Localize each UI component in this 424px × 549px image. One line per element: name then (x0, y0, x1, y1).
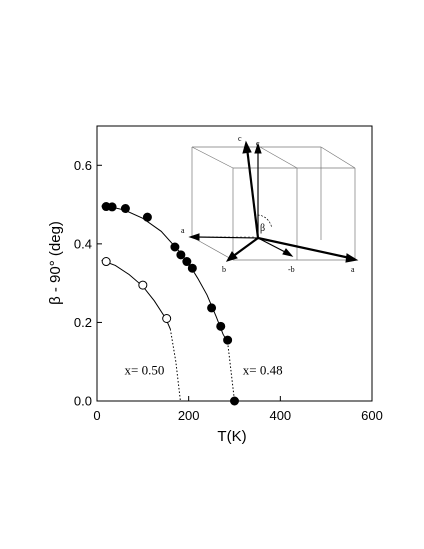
data-point-x048 (176, 250, 186, 260)
inset-axis-arrows (188, 140, 359, 263)
inset-label-beta: β (260, 223, 265, 234)
inset-label-b: b (222, 265, 226, 274)
x-tick-label: 200 (178, 408, 200, 423)
c-prime-arrow-head (254, 142, 262, 154)
data-point-x048 (182, 257, 192, 267)
data-point-x050 (162, 314, 172, 323)
b-arrow-head (225, 251, 238, 262)
b-arrow (231, 237, 259, 258)
fit-curves (101, 205, 235, 402)
data-point-x050 (101, 257, 111, 267)
data-point-x048 (187, 263, 197, 273)
x-tick-label: 600 (361, 408, 383, 423)
fit-line-x050 (101, 259, 171, 330)
y-tick-label: 0.0 (74, 394, 92, 409)
extrapolation-line-x048 (227, 342, 235, 402)
data-point-x048 (207, 303, 217, 313)
data-point-x048 (230, 396, 239, 406)
inset-label-a-prime: a (181, 226, 185, 235)
c-arrow (245, 147, 260, 239)
y-tick-label: 0.4 (74, 236, 92, 251)
data-point-x050 (138, 280, 148, 290)
data-point-x048 (223, 335, 233, 345)
y-axis-ticks: 0.0 0.2 0.4 0.6 (74, 158, 102, 409)
a-arrow (257, 236, 351, 260)
x-axis-label: T(K) (217, 428, 246, 445)
data-point-x048 (107, 202, 117, 212)
data-point-x048 (142, 212, 152, 222)
y-tick-label: 0.2 (74, 315, 92, 330)
inset-diagram: c c a β b -b a (181, 134, 359, 274)
beta-arc (253, 214, 273, 229)
minus-b-arrow (257, 237, 288, 254)
x-tick-label: 400 (269, 408, 291, 423)
y-axis-label: β - 90° (deg) (47, 221, 64, 305)
data-points (101, 202, 239, 406)
a-arrow-head (345, 253, 359, 263)
data-point-x048 (216, 321, 226, 331)
inset-label-minus-b: -b (288, 265, 295, 274)
a-prime-arrow-head (188, 233, 200, 241)
inset-label-a: a (351, 265, 355, 274)
plot-frame (96, 125, 373, 402)
a-prime-arrow (195, 236, 259, 239)
inset-cube-lines (191, 146, 356, 261)
inset-label-c: c (238, 134, 242, 143)
c-arrow-head (242, 140, 252, 154)
data-point-x048 (170, 242, 180, 252)
annotation-x050: x= 0.50 (125, 362, 165, 377)
y-tick-label: 0.6 (74, 158, 92, 173)
extrapolation-line-x050 (169, 329, 181, 402)
x-tick-label: 0 (93, 408, 100, 423)
x-axis-ticks: 0 200 400 600 (93, 396, 383, 423)
inset-label-c-prime: c (256, 139, 260, 148)
minus-b-arrow-head (282, 248, 294, 257)
data-point-x048 (120, 204, 130, 213)
annotation-x048: x= 0.48 (243, 362, 283, 377)
